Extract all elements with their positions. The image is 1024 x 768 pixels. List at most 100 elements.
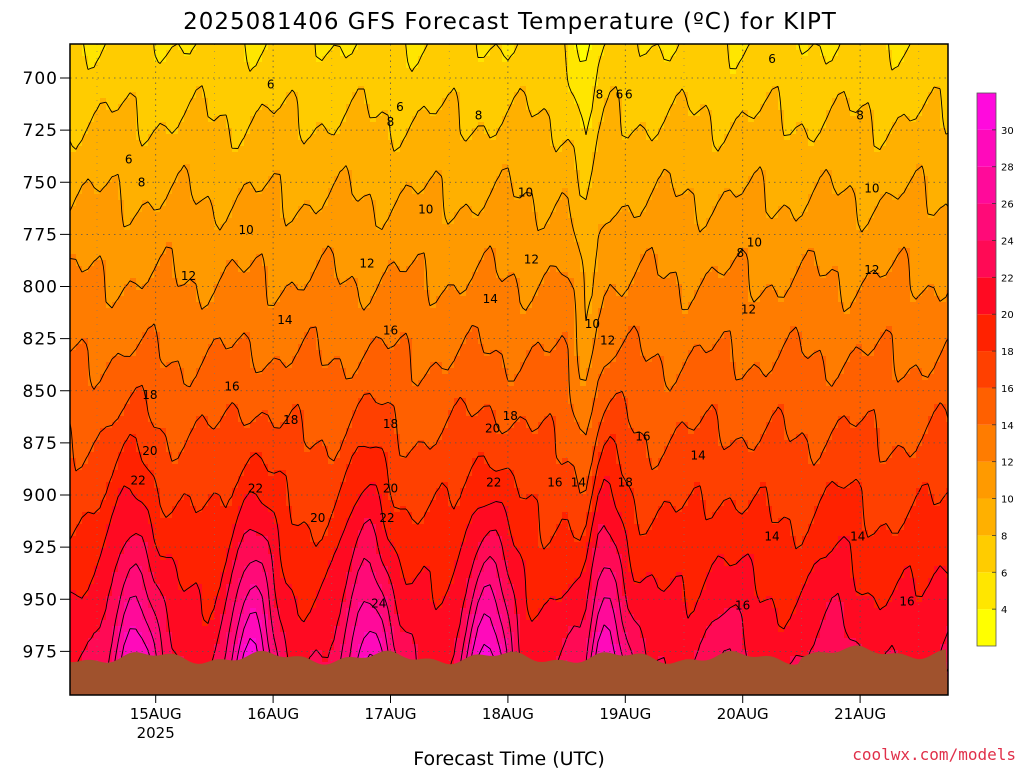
temperature-cell xyxy=(94,56,101,63)
temperature-cell xyxy=(142,422,149,429)
temperature-cell xyxy=(160,584,167,591)
temperature-cell xyxy=(100,410,107,417)
temperature-cell xyxy=(130,230,137,237)
temperature-cell xyxy=(184,74,191,81)
temperature-cell xyxy=(286,68,293,75)
temperature-cell xyxy=(226,284,233,291)
temperature-cell xyxy=(328,656,335,663)
temperature-cell xyxy=(274,128,281,135)
temperature-cell xyxy=(310,548,317,555)
temperature-cell xyxy=(118,98,125,105)
temperature-cell xyxy=(88,458,95,465)
temperature-cell xyxy=(214,230,221,237)
temperature-cell xyxy=(202,614,209,621)
temperature-cell xyxy=(136,110,143,117)
temperature-cell xyxy=(256,212,263,219)
temperature-cell xyxy=(94,560,101,567)
temperature-cell xyxy=(250,278,257,285)
temperature-cell xyxy=(286,530,293,537)
temperature-cell xyxy=(130,224,137,231)
temperature-cell xyxy=(184,578,191,585)
temperature-cell xyxy=(298,44,305,51)
temperature-cell xyxy=(190,506,197,513)
temperature-cell xyxy=(70,506,77,513)
temperature-cell xyxy=(310,476,317,483)
temperature-cell xyxy=(106,110,113,117)
temperature-cell xyxy=(100,494,107,501)
temperature-cell xyxy=(178,182,185,189)
temperature-cell xyxy=(142,506,149,513)
temperature-cell xyxy=(196,488,203,495)
temperature-cell xyxy=(340,524,347,531)
temperature-cell xyxy=(172,98,179,105)
temperature-cell xyxy=(274,200,281,207)
temperature-cell xyxy=(262,260,269,267)
temperature-cell xyxy=(82,182,89,189)
temperature-cell xyxy=(268,80,275,87)
temperature-cell xyxy=(292,158,299,165)
temperature-cell xyxy=(304,86,311,93)
temperature-cell xyxy=(118,164,125,171)
temperature-cell xyxy=(112,176,119,183)
temperature-cell xyxy=(130,332,137,339)
temperature-cell xyxy=(280,128,287,135)
temperature-cell xyxy=(214,506,221,513)
temperature-cell xyxy=(88,176,95,183)
temperature-cell xyxy=(154,518,161,525)
temperature-cell xyxy=(256,374,263,381)
temperature-cell xyxy=(160,254,167,261)
temperature-cell xyxy=(340,260,347,267)
temperature-cell xyxy=(196,602,203,609)
temperature-cell xyxy=(136,380,143,387)
temperature-cell xyxy=(316,518,323,525)
temperature-cell xyxy=(304,614,311,621)
temperature-cell xyxy=(286,326,293,333)
temperature-cell xyxy=(226,122,233,129)
temperature-cell xyxy=(238,374,245,381)
temperature-cell xyxy=(226,134,233,141)
temperature-cell xyxy=(340,572,347,579)
temperature-cell xyxy=(112,404,119,411)
temperature-cell xyxy=(298,644,305,651)
temperature-cell xyxy=(304,398,311,405)
temperature-cell xyxy=(280,296,287,303)
temperature-cell xyxy=(94,572,101,579)
temperature-cell xyxy=(142,146,149,153)
temperature-cell xyxy=(136,590,143,597)
temperature-cell xyxy=(292,410,299,417)
temperature-cell xyxy=(316,182,323,189)
temperature-cell xyxy=(148,506,155,513)
temperature-cell xyxy=(124,134,131,141)
temperature-cell xyxy=(136,260,143,267)
temperature-cell xyxy=(118,128,125,135)
temperature-cell xyxy=(244,140,251,147)
temperature-cell xyxy=(220,272,227,279)
temperature-cell xyxy=(232,620,239,627)
temperature-cell xyxy=(130,266,137,273)
temperature-cell xyxy=(292,122,299,129)
temperature-cell xyxy=(232,452,239,459)
temperature-cell xyxy=(82,272,89,279)
temperature-cell xyxy=(280,266,287,273)
temperature-cell xyxy=(304,206,311,213)
temperature-cell xyxy=(106,608,113,615)
temperature-cell xyxy=(166,50,173,57)
temperature-cell xyxy=(124,542,131,549)
temperature-cell xyxy=(274,290,281,297)
temperature-cell xyxy=(190,242,197,249)
temperature-cell xyxy=(142,278,149,285)
temperature-cell xyxy=(310,326,317,333)
temperature-cell xyxy=(232,176,239,183)
temperature-cell xyxy=(82,518,89,525)
temperature-cell xyxy=(286,86,293,93)
temperature-cell xyxy=(148,104,155,111)
temperature-cell xyxy=(82,320,89,327)
temperature-cell xyxy=(142,296,149,303)
temperature-cell xyxy=(316,356,323,363)
temperature-cell xyxy=(280,488,287,495)
temperature-cell xyxy=(118,446,125,453)
temperature-cell xyxy=(124,230,131,237)
temperature-cell xyxy=(304,386,311,393)
temperature-cell xyxy=(136,578,143,585)
temperature-cell xyxy=(196,398,203,405)
